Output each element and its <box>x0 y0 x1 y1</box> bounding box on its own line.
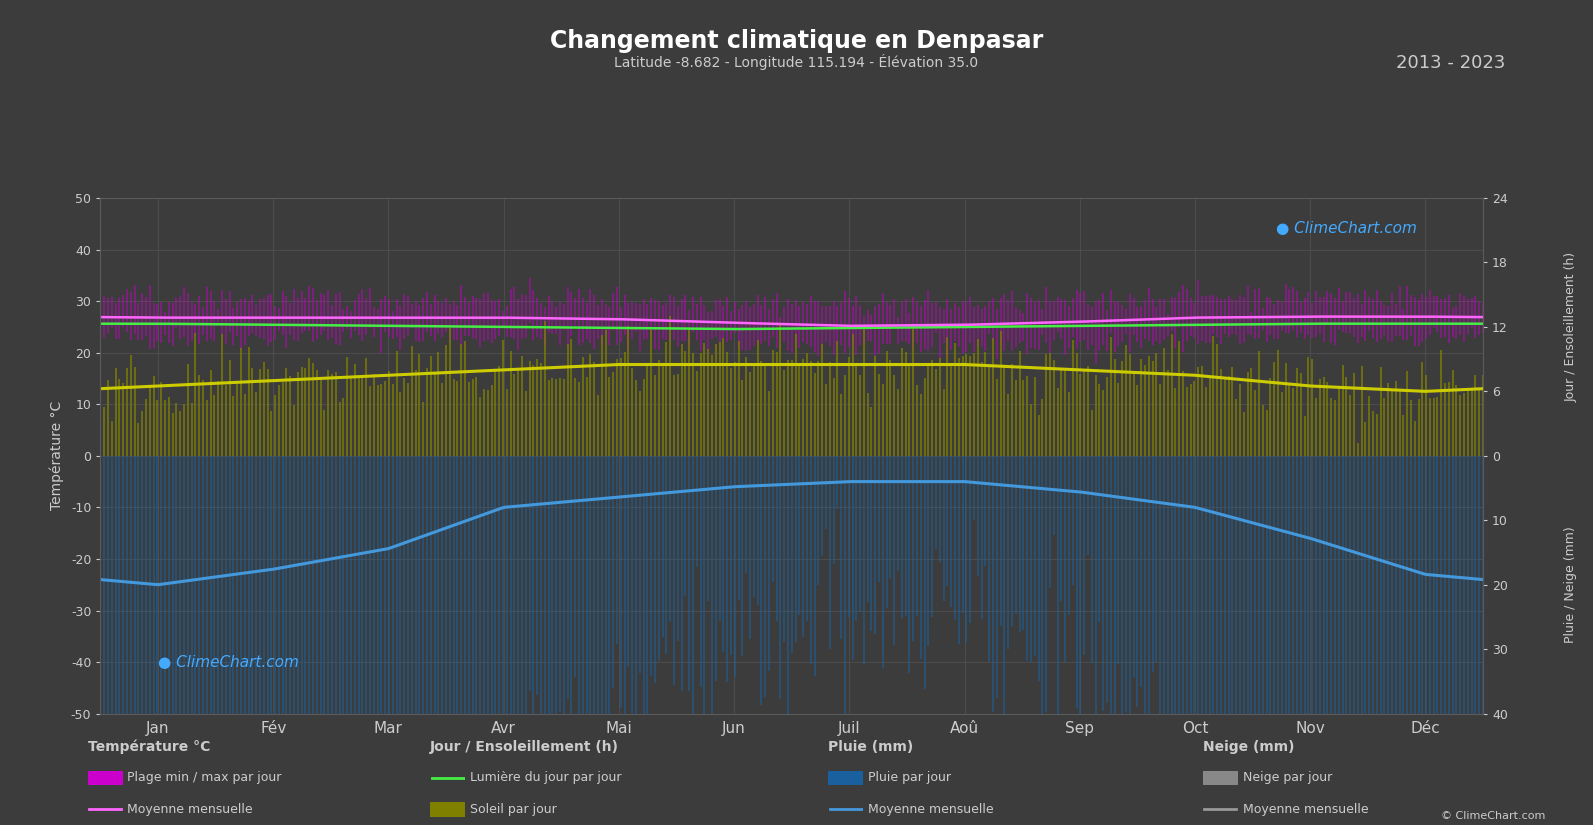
Text: Pluie (mm): Pluie (mm) <box>828 740 914 753</box>
Text: Moyenne mensuelle: Moyenne mensuelle <box>127 803 253 816</box>
Text: Lumière du jour par jour: Lumière du jour par jour <box>470 771 621 785</box>
Text: Latitude -8.682 - Longitude 115.194 - Élévation 35.0: Latitude -8.682 - Longitude 115.194 - Él… <box>615 54 978 69</box>
Text: Neige par jour: Neige par jour <box>1243 771 1332 785</box>
Text: Pluie / Neige (mm): Pluie / Neige (mm) <box>1564 526 1577 644</box>
Text: Pluie par jour: Pluie par jour <box>868 771 951 785</box>
Text: ● ClimeChart.com: ● ClimeChart.com <box>1276 221 1416 237</box>
Text: Plage min / max par jour: Plage min / max par jour <box>127 771 282 785</box>
Text: Neige (mm): Neige (mm) <box>1203 740 1294 753</box>
Text: 2013 - 2023: 2013 - 2023 <box>1395 54 1505 72</box>
Text: Jour / Ensoleillement (h): Jour / Ensoleillement (h) <box>430 740 620 753</box>
Y-axis label: Température °C: Température °C <box>49 401 64 511</box>
Text: Changement climatique en Denpasar: Changement climatique en Denpasar <box>550 29 1043 53</box>
Text: ● ClimeChart.com: ● ClimeChart.com <box>158 654 299 670</box>
Text: Moyenne mensuelle: Moyenne mensuelle <box>868 803 994 816</box>
Text: Soleil par jour: Soleil par jour <box>470 803 556 816</box>
Text: Moyenne mensuelle: Moyenne mensuelle <box>1243 803 1368 816</box>
Text: Température °C: Température °C <box>88 739 210 754</box>
Text: Jour / Ensoleillement (h): Jour / Ensoleillement (h) <box>1564 252 1577 402</box>
Text: © ClimeChart.com: © ClimeChart.com <box>1440 811 1545 821</box>
